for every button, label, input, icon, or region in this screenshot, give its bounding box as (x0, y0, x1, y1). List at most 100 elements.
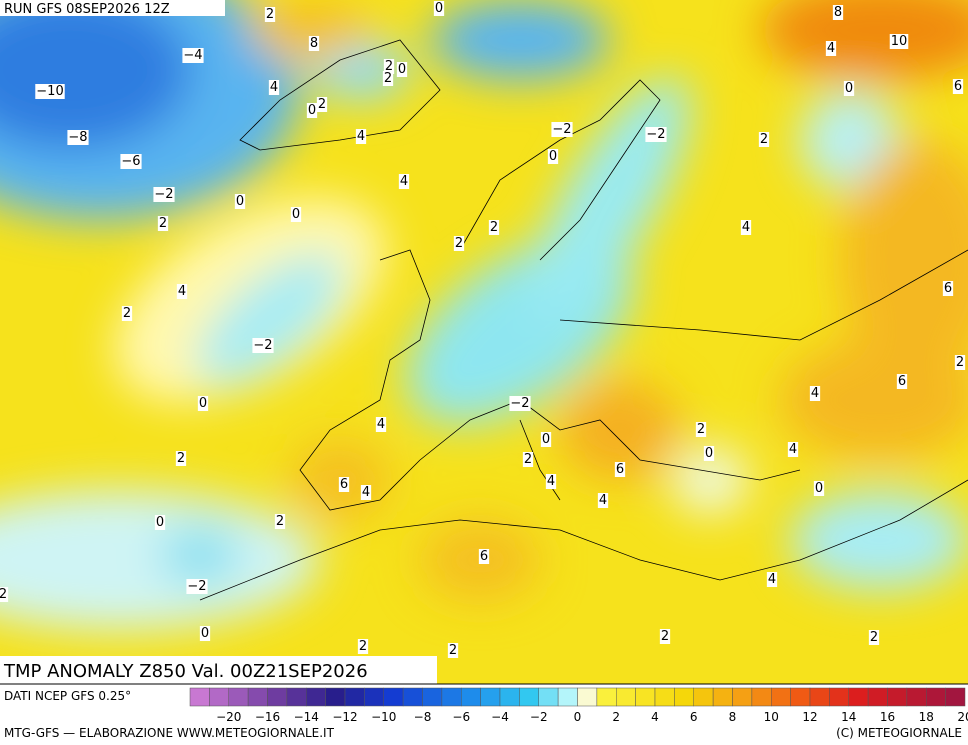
color-swatch (247, 687, 268, 707)
contour-label-box (154, 515, 166, 530)
colorbar-label: 8 (729, 710, 737, 724)
contour-label: 10 (889, 34, 909, 49)
color-swatch (771, 687, 791, 707)
run-label: RUN GFS 08SEP2026 12Z (4, 2, 170, 17)
title-box (0, 656, 437, 684)
contour-value: −2 (154, 187, 173, 202)
contour-value: 0 (815, 481, 823, 496)
color-swatch (402, 687, 423, 707)
contour-label-box (522, 452, 534, 467)
contour-value: 2 (524, 452, 532, 467)
contour-value: 2 (266, 7, 274, 22)
contour-value: 0 (199, 396, 207, 411)
contour-label-box (889, 34, 909, 49)
colorbar-label: 2 (612, 710, 620, 724)
contour-label-box (478, 549, 490, 564)
contour-value: 4 (178, 284, 186, 299)
contour-label-box (197, 396, 209, 411)
contour-label: 2 (695, 422, 707, 437)
contour-value: 4 (768, 572, 776, 587)
contour-label-box (758, 132, 770, 147)
contour-label: 2 (383, 59, 395, 74)
contour-label: 0 (540, 432, 552, 447)
colorbar: −20−16−14−12−10−8−6−4−202468101214161820 (189, 687, 968, 724)
contour-label-box (547, 149, 559, 164)
contour-value: 0 (549, 149, 557, 164)
contour-label-box (355, 129, 367, 144)
contour-value: 8 (834, 5, 842, 20)
contour-value: 2 (449, 643, 457, 658)
contour-value: 4 (599, 493, 607, 508)
contour-label: 4 (398, 174, 410, 189)
colorbar-label: 10 (764, 710, 779, 724)
contour-label-box (787, 442, 799, 457)
contour-label: 2 (264, 7, 276, 22)
contour-label-box (740, 220, 752, 235)
contour-label: 2 (758, 132, 770, 147)
contour-label-box (67, 130, 89, 145)
color-swatch (809, 687, 830, 707)
color-swatch (557, 687, 578, 707)
contour-label-box (843, 81, 855, 96)
color-swatch (267, 687, 288, 707)
contour-label: 6 (614, 462, 626, 477)
colorbar-label: 0 (574, 710, 582, 724)
colorbar-label: −6 (452, 710, 470, 724)
contour-label: 4 (355, 129, 367, 144)
color-swatch (751, 687, 772, 707)
color-swatch (325, 687, 346, 707)
color-swatch (596, 687, 617, 707)
contour-label-box (338, 477, 350, 492)
contour-value: 2 (956, 355, 964, 370)
contour-label-box (0, 587, 9, 602)
contour-value: 2 (159, 216, 167, 231)
colorbar-label: −2 (530, 710, 548, 724)
contour-value: 2 (760, 132, 768, 147)
contour-label-box (396, 62, 408, 77)
color-swatch (538, 687, 559, 707)
contour-label: 6 (896, 374, 908, 389)
contour-label-box (383, 59, 395, 74)
colorbar-label: −10 (371, 710, 396, 724)
contour-label-box (447, 643, 459, 658)
color-swatch (848, 687, 869, 707)
contour-label-box (252, 338, 274, 353)
contour-label: 0 (290, 207, 302, 222)
contour-label-box (234, 194, 246, 209)
run-box (0, 0, 225, 16)
contour-value: 6 (944, 281, 952, 296)
contour-value: 0 (308, 103, 316, 118)
contour-label-box (360, 485, 372, 500)
contour-value: 6 (954, 79, 962, 94)
contour-label: −2 (252, 338, 274, 353)
colorbar-label: −12 (332, 710, 357, 724)
color-swatch (867, 687, 888, 707)
contour-value: 2 (177, 451, 185, 466)
color-swatch (189, 687, 210, 707)
color-swatch (887, 687, 908, 707)
contour-label-box (268, 80, 280, 95)
contour-value: 0 (156, 515, 164, 530)
contour-label: 4 (545, 474, 557, 489)
contour-value: 2 (384, 71, 392, 86)
contour-label: 0 (306, 103, 318, 118)
contour-label: 2 (382, 71, 394, 86)
colorbar-label: −14 (294, 710, 319, 724)
contour-label-box (488, 220, 500, 235)
contour-label-box (825, 41, 837, 56)
contour-label-box (703, 446, 715, 461)
contour-value: −2 (187, 579, 206, 594)
colorbar-label: −8 (414, 710, 432, 724)
colorbar-label: −4 (491, 710, 509, 724)
coastlines (199, 39, 968, 601)
contour-label: 2 (447, 643, 459, 658)
color-swatch (906, 687, 927, 707)
contour-label-box (813, 481, 825, 496)
contour-label-box (175, 451, 187, 466)
contour-value: 6 (616, 462, 624, 477)
contour-value: 0 (201, 626, 209, 641)
contour-label: 4 (268, 80, 280, 95)
contour-label: −2 (153, 187, 175, 202)
